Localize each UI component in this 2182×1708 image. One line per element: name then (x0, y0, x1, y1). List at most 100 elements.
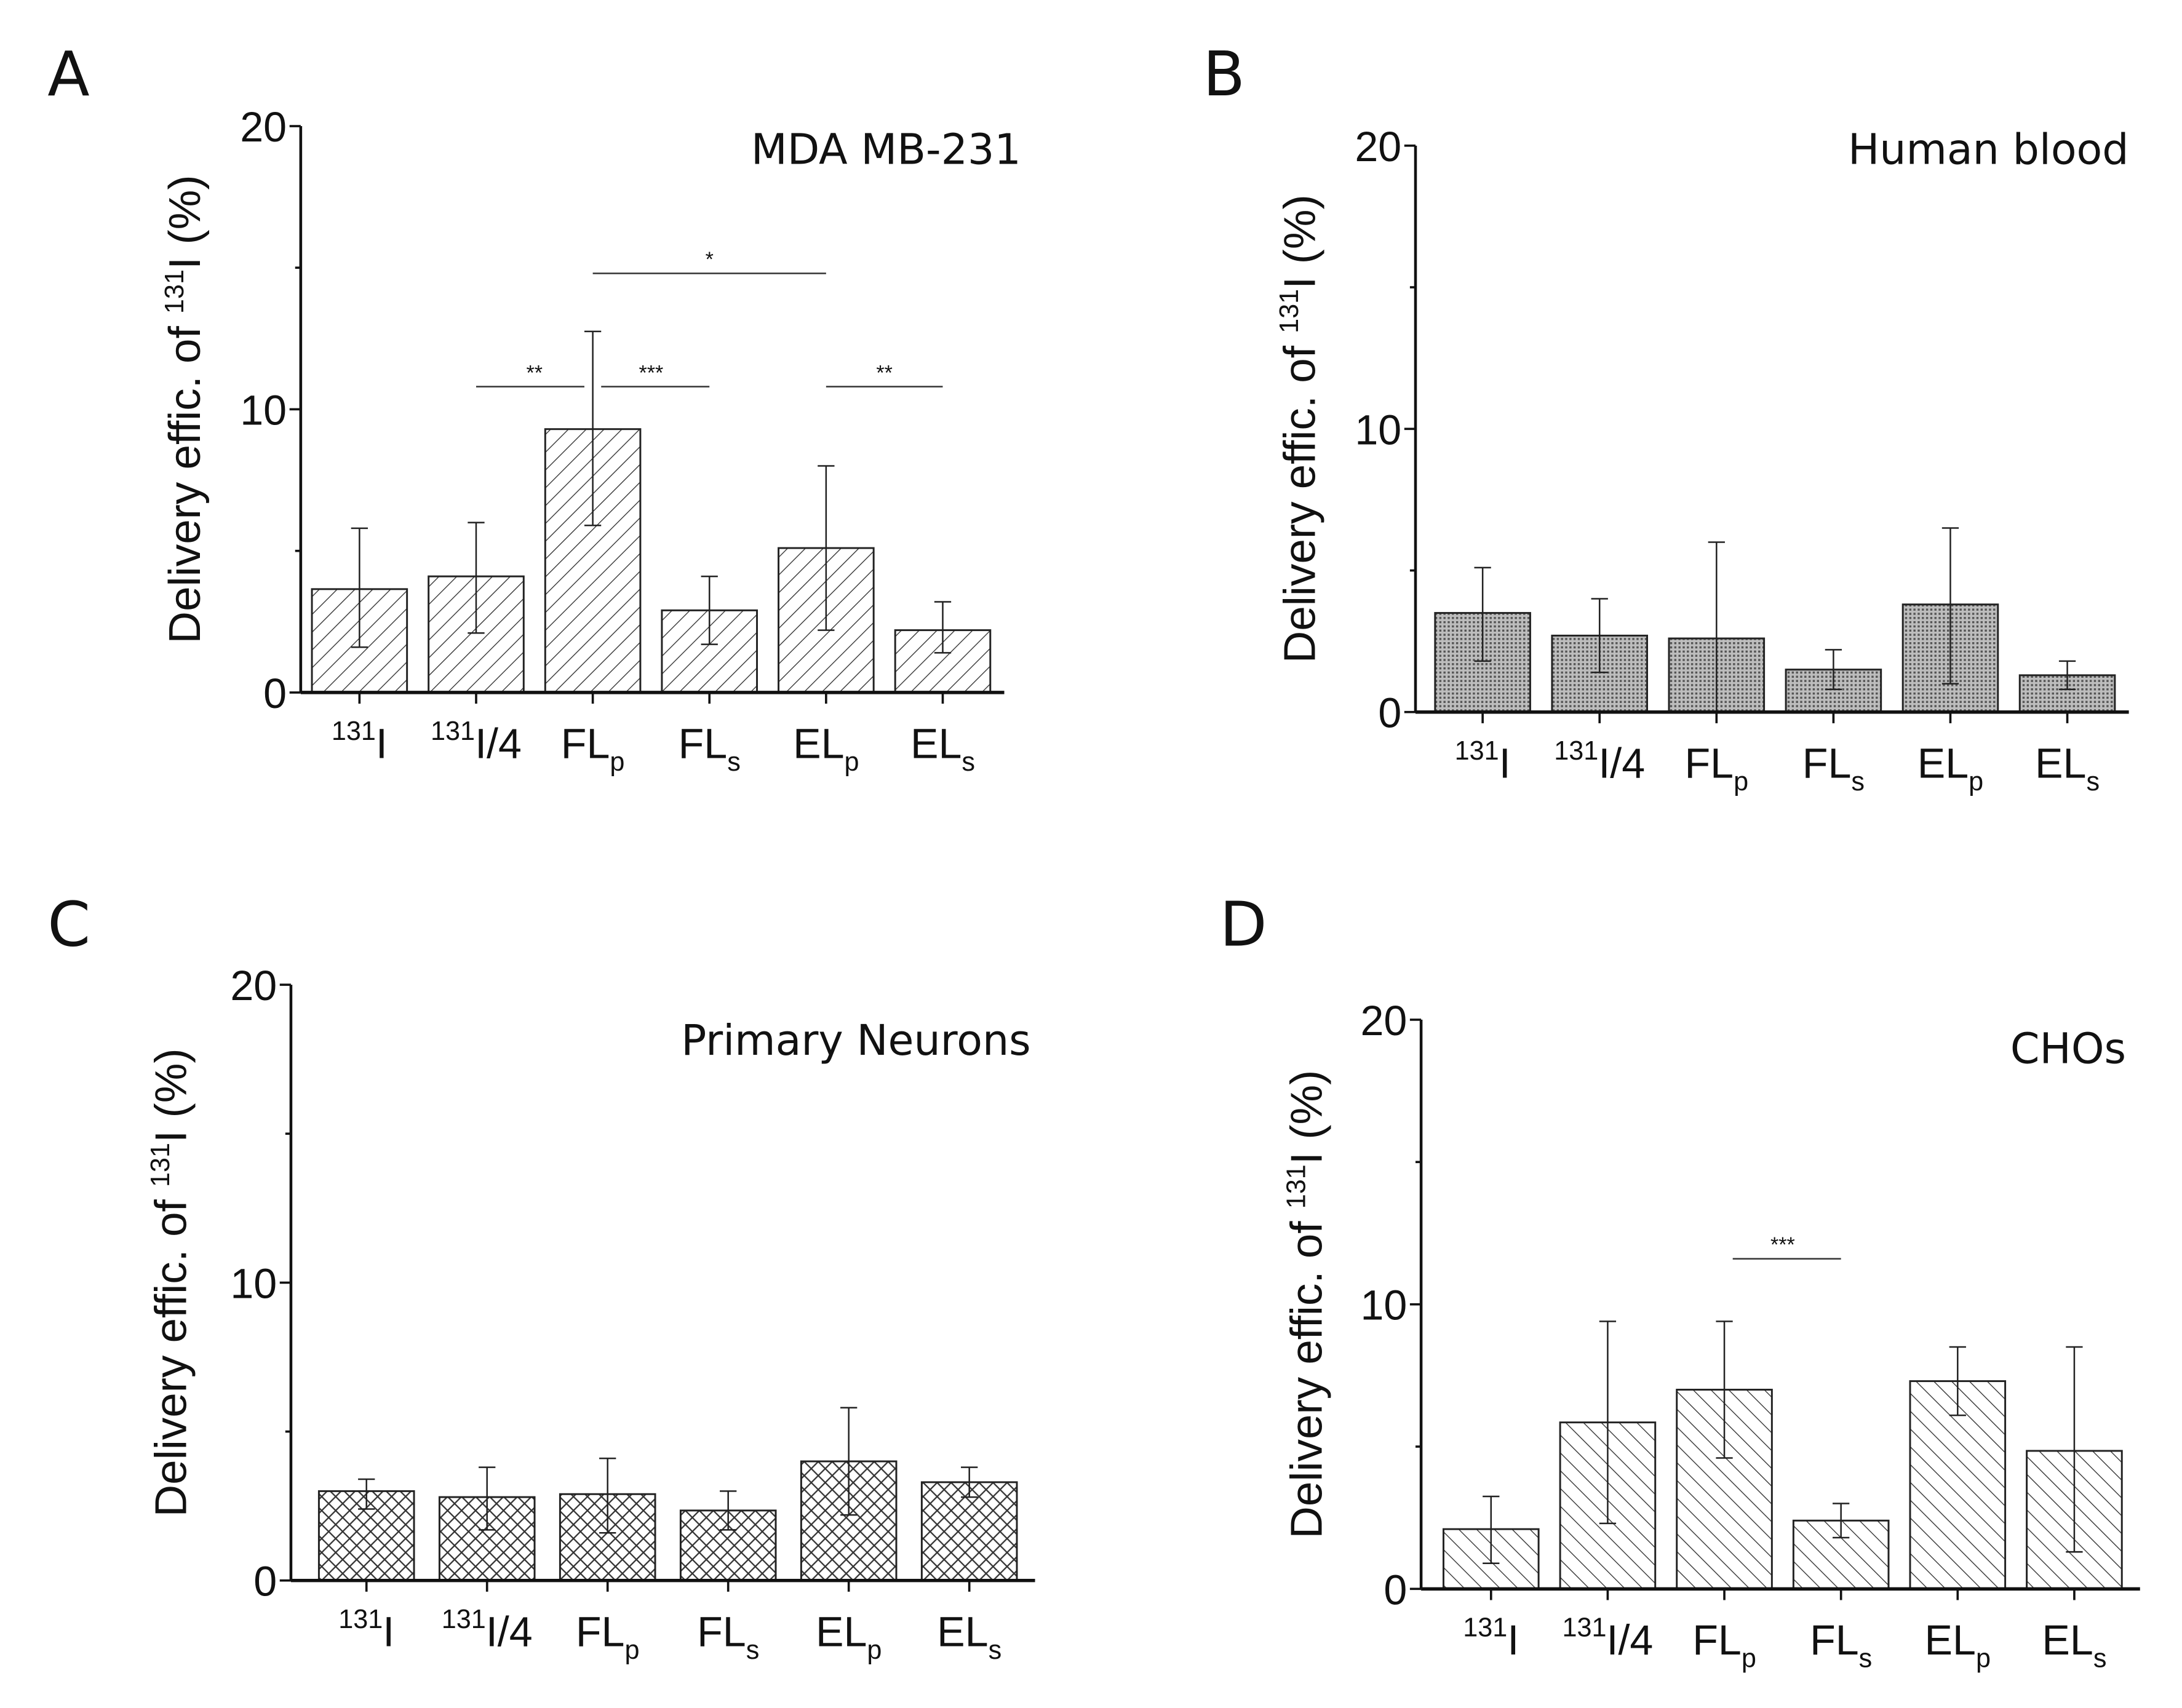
panel-c: C Primary Neurons 0 10 20 Delivery effic. of … (47, 888, 1035, 1665)
panel-letter: D (1220, 888, 1267, 960)
label-sub: p (867, 1635, 882, 1665)
y-label-text: Delivery effic. of (1275, 333, 1324, 663)
label-main: EL (910, 721, 962, 768)
label-sup: 131 (1463, 1613, 1507, 1643)
x-tick-label: FLs (679, 721, 741, 777)
label-main: FL (561, 721, 610, 768)
y-tick-label: 20 (1360, 998, 1407, 1044)
panel-title: Primary Neurons (681, 1017, 1030, 1065)
x-tick-label: ELp (1917, 741, 1983, 796)
significance-label: ** (527, 361, 543, 384)
y-label-text: I (%) (1282, 1070, 1332, 1165)
y-label-text: Delivery effic. of (160, 314, 210, 643)
label-sup: 131 (332, 717, 376, 746)
y-label-text: I (%) (160, 175, 210, 269)
label-main: I (1499, 741, 1511, 787)
label-sup: 131 (431, 717, 475, 746)
x-tick-label: 131I/4 (442, 1605, 533, 1656)
label-main: I/4 (1598, 741, 1645, 787)
x-tick-label: FLs (1802, 741, 1865, 796)
panel-letter: B (1203, 38, 1245, 110)
label-main: I/4 (486, 1609, 533, 1656)
y-tick-label: 20 (240, 104, 287, 151)
label-sup: 131 (1562, 1613, 1606, 1643)
label-main: FL (1692, 1617, 1742, 1664)
label-sup: 131 (1554, 736, 1598, 766)
x-tick-label: FLp (576, 1609, 640, 1665)
label-sub: p (624, 1635, 639, 1665)
x-tick-label: ELp (1925, 1617, 1991, 1673)
x-tick-label: 131I/4 (1562, 1613, 1653, 1664)
label-sub: s (727, 747, 741, 777)
x-tick-label: 131I/4 (431, 717, 522, 768)
label-sub: p (845, 747, 859, 777)
label-sup: 131 (1455, 736, 1499, 766)
label-sub: s (1851, 767, 1865, 796)
label-main: EL (2042, 1617, 2093, 1664)
label-main: FL (1684, 741, 1734, 787)
label-main: I (1507, 1617, 1519, 1664)
y-label-sup: 131 (1275, 289, 1304, 333)
label-main: I/4 (1607, 1617, 1654, 1664)
panel-title: MDA MB-231 (751, 125, 1021, 174)
label-main: FL (697, 1609, 746, 1656)
y-label-text: Delivery effic. of (146, 1187, 196, 1517)
label-sub: p (1976, 1644, 1991, 1674)
y-tick-label: 10 (240, 387, 287, 434)
label-sub: s (962, 747, 975, 777)
x-tick-label: FLp (1692, 1617, 1756, 1673)
y-axis-label: Delivery effic. of 131I (%) (160, 175, 210, 643)
label-main: EL (1917, 741, 1969, 787)
label-sub: p (1969, 767, 1983, 796)
x-tick-label: ELs (2035, 741, 2100, 796)
y-label-sup: 131 (146, 1143, 175, 1187)
x-tick-label: ELs (910, 721, 975, 777)
x-tick-label: 131I (332, 717, 388, 768)
label-sub: s (2086, 767, 2100, 796)
x-tick-label: FLs (697, 1609, 759, 1665)
label-main: EL (1925, 1617, 1976, 1664)
x-tick-label: FLp (1684, 741, 1748, 796)
label-sub: s (989, 1635, 1002, 1665)
label-sub: s (1859, 1644, 1873, 1674)
panel-title: Human blood (1848, 125, 2129, 174)
y-tick-label: 10 (1360, 1282, 1407, 1329)
label-sub: p (610, 747, 624, 777)
label-main: I (376, 721, 388, 768)
label-main: I (383, 1609, 394, 1656)
label-sub: s (746, 1635, 760, 1665)
label-sup: 131 (442, 1605, 486, 1634)
y-axis-label: Delivery effic. of 131I (%) (146, 1048, 196, 1517)
significance-label: * (706, 248, 714, 271)
label-main: FL (1810, 1617, 1859, 1664)
y-tick-label: 10 (230, 1260, 277, 1307)
x-tick-label: ELp (816, 1609, 882, 1665)
label-main: EL (937, 1609, 988, 1656)
x-tick-label: ELp (793, 721, 859, 777)
label-sub: p (1742, 1644, 1756, 1674)
y-label-text: I (%) (1275, 194, 1324, 289)
y-tick-label: 0 (1384, 1567, 1407, 1613)
x-tick-label: 131I/4 (1554, 736, 1645, 787)
x-tick-label: FLs (1810, 1617, 1872, 1673)
label-sub: s (2093, 1644, 2107, 1674)
y-label-sup: 131 (1281, 1164, 1311, 1209)
y-tick-label: 20 (1355, 124, 1401, 170)
label-main: EL (2035, 741, 2086, 787)
panel-letter: A (47, 38, 89, 110)
significance-label: *** (1770, 1233, 1795, 1257)
label-main: I/4 (475, 721, 522, 768)
y-axis-label: Delivery effic. of 131I (%) (1275, 194, 1324, 663)
y-axis-label: Delivery effic. of 131I (%) (1281, 1070, 1331, 1539)
label-main: EL (793, 721, 844, 768)
panel-title: CHOs (2010, 1025, 2126, 1073)
label-main: FL (679, 721, 728, 768)
x-tick-label: 131I (1455, 736, 1511, 787)
x-tick-label: ELs (2042, 1617, 2106, 1673)
x-tick-label: 131I (1463, 1613, 1519, 1664)
x-tick-label: 131I (338, 1605, 394, 1656)
